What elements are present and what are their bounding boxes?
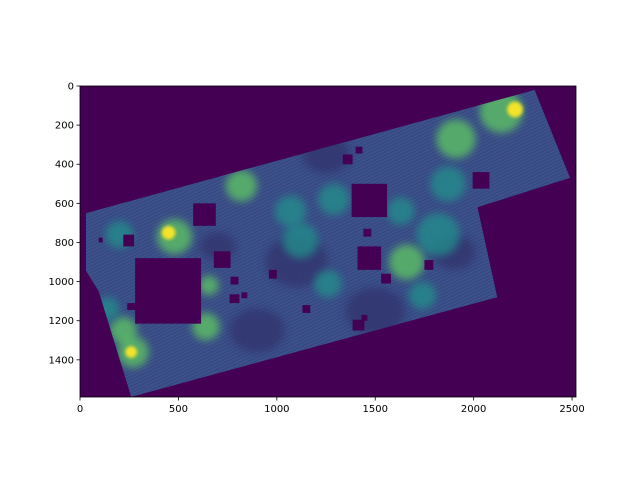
emission-region — [156, 219, 193, 255]
masked-region — [193, 203, 216, 226]
axes-area — [79, 85, 577, 398]
x-tick-label: 500 — [169, 404, 188, 415]
emission-region — [507, 101, 523, 118]
masked-region — [135, 258, 202, 324]
masked-region — [302, 305, 311, 313]
masked-region — [342, 154, 353, 165]
emission-region — [416, 213, 460, 257]
y-tick-label: 400 — [55, 160, 74, 171]
emission-region — [408, 281, 437, 309]
masked-region — [229, 294, 240, 304]
masked-region — [424, 260, 434, 270]
masked-region — [230, 276, 239, 285]
masked-region — [241, 292, 248, 299]
masked-region — [268, 269, 277, 279]
x-tick-label: 1000 — [264, 404, 289, 415]
x-tick-label: 1500 — [363, 404, 388, 415]
x-tick-label: 0 — [77, 404, 83, 415]
masked-region — [381, 273, 391, 284]
masked-region — [361, 314, 368, 321]
masked-regions — [98, 146, 490, 331]
x-axis-ticks: 0 500 1000 1500 2000 2500 — [77, 397, 585, 415]
y-tick-label: 800 — [55, 238, 74, 249]
y-tick-label: 1000 — [49, 277, 74, 288]
y-tick-label: 1400 — [49, 355, 74, 366]
y-tick-label: 1200 — [49, 316, 74, 327]
masked-region — [98, 237, 103, 243]
axes-frame — [79, 85, 577, 398]
masked-region — [213, 251, 231, 268]
y-tick-label: 0 — [68, 82, 74, 93]
emission-region — [161, 225, 176, 240]
dark-lane — [229, 308, 285, 353]
emission-region — [225, 170, 258, 202]
emission-region — [389, 244, 425, 280]
masked-region — [357, 246, 382, 270]
emission-region — [282, 222, 319, 259]
masked-region — [123, 234, 135, 247]
y-tick-label: 200 — [55, 121, 74, 132]
emission-region — [430, 166, 466, 202]
emission-region — [436, 119, 476, 159]
masked-region — [127, 303, 136, 310]
masked-region — [472, 172, 490, 189]
x-tick-label: 2000 — [461, 404, 486, 415]
emission-region — [314, 269, 342, 298]
masked-region — [363, 228, 372, 237]
y-axis-ticks: 0 200 400 600 800 1000 1200 1400 — [49, 82, 80, 366]
emission-region — [318, 183, 350, 216]
y-tick-label: 600 — [55, 199, 74, 210]
masked-region — [352, 319, 365, 331]
emission-region — [125, 346, 138, 358]
x-tick-label: 2500 — [559, 404, 584, 415]
emission-region — [274, 195, 307, 227]
masked-region — [355, 146, 363, 154]
masked-region — [351, 183, 388, 218]
emission-region — [199, 275, 219, 296]
emission-region — [387, 197, 415, 225]
